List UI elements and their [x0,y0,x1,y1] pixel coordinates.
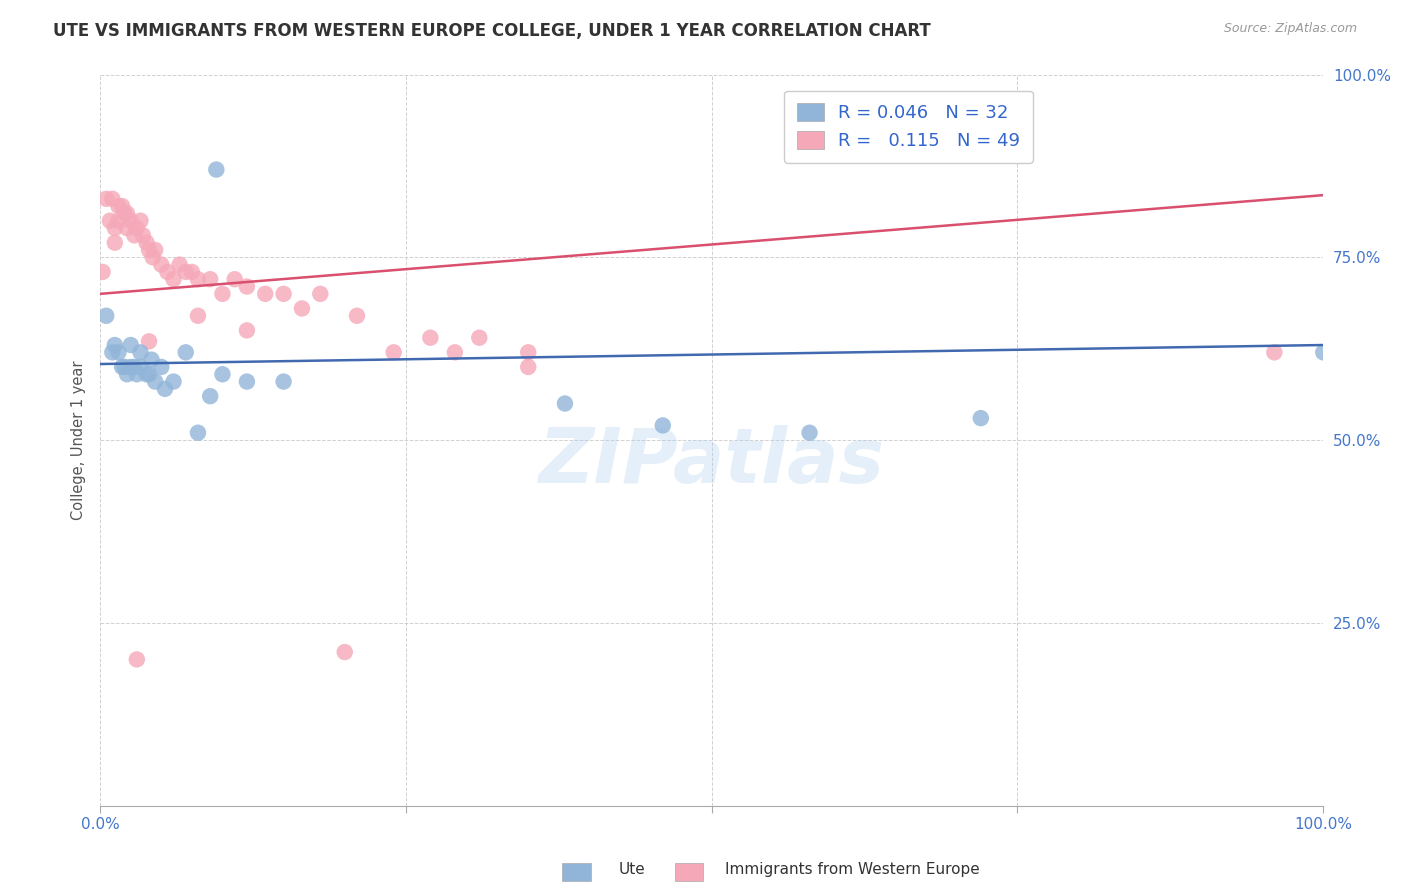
Point [114,359,136,374]
Point [309,286,332,301]
Point [346,309,368,323]
Point [444,345,467,359]
Point [115,206,138,220]
Point [200,389,222,403]
Point [114,206,136,220]
Point [1263,345,1285,359]
Point [125,652,148,666]
Point [104,338,127,352]
Point [180,265,202,279]
Point [174,265,197,279]
Point [799,425,821,440]
Point [96,192,118,206]
Point [187,425,209,440]
Point [135,368,157,382]
Point [101,192,124,206]
Legend: R = 0.046   N = 32, R =   0.115   N = 49: R = 0.046 N = 32, R = 0.115 N = 49 [785,91,1033,162]
Point [1312,345,1334,359]
Text: ZIPatlas: ZIPatlas [538,425,884,499]
Point [104,221,127,235]
Point [156,265,179,279]
Point [107,213,129,227]
Point [96,309,118,323]
Point [107,345,129,359]
Point [111,359,134,374]
Point [120,338,142,352]
Point [142,250,165,264]
Point [291,301,314,316]
Point [115,368,138,382]
Point [111,199,134,213]
Point [107,199,129,213]
Text: Immigrants from Western Europe: Immigrants from Western Europe [725,863,980,877]
Point [236,323,259,337]
Point [970,411,993,425]
Point [200,272,222,286]
Point [211,286,233,301]
Point [150,258,173,272]
Point [132,228,155,243]
Point [273,286,295,301]
Point [104,235,127,250]
Point [115,221,138,235]
Point [150,359,173,374]
Point [129,213,152,227]
Point [138,243,160,257]
Point [187,272,209,286]
Point [236,375,259,389]
Point [162,272,184,286]
Point [129,345,152,359]
Point [382,345,405,359]
Y-axis label: College, Under 1 year: College, Under 1 year [72,360,86,520]
Point [174,345,197,359]
Point [124,228,146,243]
Point [169,258,191,272]
Point [517,359,540,374]
Point [125,368,148,382]
Point [333,645,356,659]
Point [143,243,166,257]
Point [120,213,142,227]
Point [120,359,142,374]
Text: UTE VS IMMIGRANTS FROM WESTERN EUROPE COLLEGE, UNDER 1 YEAR CORRELATION CHART: UTE VS IMMIGRANTS FROM WESTERN EUROPE CO… [53,22,931,40]
Text: Ute: Ute [619,863,645,877]
Point [153,382,176,396]
Point [517,345,540,359]
Point [254,286,277,301]
Point [98,213,121,227]
Point [138,334,160,349]
Point [129,359,152,374]
Point [101,345,124,359]
Text: Source: ZipAtlas.com: Source: ZipAtlas.com [1223,22,1357,36]
Point [205,162,228,177]
Point [419,331,441,345]
Point [162,375,184,389]
Point [125,221,148,235]
Point [143,375,166,389]
Point [141,352,163,367]
Point [211,368,233,382]
Point [651,418,673,433]
Point [236,279,259,293]
Point [468,331,491,345]
Point [224,272,246,286]
Point [273,375,295,389]
Point [187,309,209,323]
Point [91,265,114,279]
Point [554,396,576,410]
Point [138,368,160,382]
Point [135,235,157,250]
Point [124,359,146,374]
